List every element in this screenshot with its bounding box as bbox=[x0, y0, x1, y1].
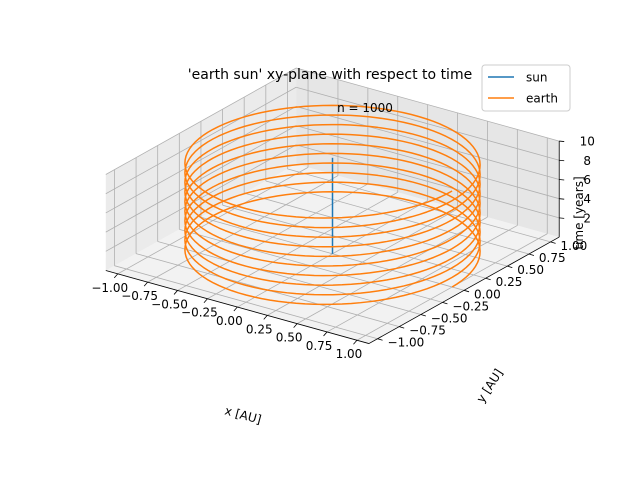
x-tick bbox=[143, 281, 148, 287]
x-tick bbox=[293, 323, 298, 328]
y-tick bbox=[550, 241, 556, 244]
z-tick-label: 2 bbox=[583, 211, 591, 225]
x-tick-label: −0.75 bbox=[121, 289, 158, 303]
x-tick bbox=[173, 290, 178, 295]
y-tick bbox=[377, 338, 383, 341]
plot-series bbox=[184, 104, 481, 306]
y-tick bbox=[528, 253, 535, 256]
y-tick bbox=[399, 326, 405, 329]
earth-orbit-line bbox=[184, 104, 481, 306]
z-tick bbox=[559, 159, 565, 162]
grid-line-y-floor bbox=[157, 241, 421, 315]
y-tick-label: −1.00 bbox=[388, 336, 425, 350]
x-tick-label: 0.75 bbox=[306, 339, 333, 353]
grid-line-z-back bbox=[295, 86, 560, 161]
legend-earth-label: earth bbox=[526, 92, 558, 106]
legend-sun-label: sun bbox=[526, 71, 547, 85]
annotation-n: n = 1000 bbox=[337, 101, 393, 115]
tick-labels: −1.00−0.75−0.50−0.250.000.250.500.751.00… bbox=[91, 135, 594, 362]
grid-line-z-back bbox=[295, 106, 560, 180]
grid-line-z-back bbox=[295, 67, 560, 142]
z-tick-label: 10 bbox=[580, 135, 595, 149]
x-tick bbox=[263, 315, 268, 320]
x-tick-label: −0.25 bbox=[181, 306, 218, 320]
y-tick bbox=[442, 302, 448, 305]
x-tick-label: 0.50 bbox=[276, 331, 303, 345]
z-tick bbox=[559, 140, 565, 142]
x-tick bbox=[203, 298, 208, 304]
grid-line-z-back bbox=[295, 144, 560, 219]
chart-title: 'earth sun' xy-plane with respect to tim… bbox=[188, 67, 472, 83]
x-axis-label: x [AU] bbox=[223, 404, 263, 427]
x-tick bbox=[113, 273, 119, 279]
y-tick bbox=[420, 314, 426, 317]
grid-line-y-floor bbox=[222, 204, 486, 279]
legend: sun earth bbox=[481, 64, 571, 112]
z-axis-label: time [years] bbox=[572, 176, 586, 249]
x-tick bbox=[323, 331, 328, 337]
z-tick-label: 6 bbox=[583, 173, 591, 187]
x-tick-label: 1.00 bbox=[336, 347, 363, 361]
z-tick bbox=[559, 217, 565, 219]
y-tick-label: 0.25 bbox=[496, 275, 523, 289]
y-tick-label: 1.00 bbox=[561, 239, 588, 253]
y-tick-label: −0.75 bbox=[409, 324, 446, 338]
grid-line-z-left bbox=[105, 125, 297, 233]
x-tick-label: −0.50 bbox=[151, 297, 188, 311]
y-axis-label: y [AU] bbox=[474, 366, 506, 405]
x-tick-label: −1.00 bbox=[91, 281, 128, 295]
y-tick-label: −0.25 bbox=[452, 299, 489, 313]
grid-line-y-floor bbox=[244, 192, 508, 267]
x-axis-line bbox=[105, 270, 370, 344]
z-tick-label: 4 bbox=[583, 192, 591, 206]
x-tick bbox=[233, 306, 238, 312]
y-tick-label: 0.75 bbox=[539, 251, 566, 265]
y-tick bbox=[463, 289, 470, 293]
z-tick bbox=[559, 179, 565, 181]
grid-line-y-floor bbox=[114, 265, 378, 340]
grid-line-z-back bbox=[295, 125, 560, 200]
y-tick-label: −0.50 bbox=[431, 312, 468, 326]
grid-lines bbox=[105, 67, 560, 341]
z-tick bbox=[559, 198, 565, 200]
x-tick-label: 0.25 bbox=[246, 322, 273, 336]
y-tick-label: 0.50 bbox=[517, 263, 544, 277]
grid-line-z-left bbox=[105, 86, 297, 195]
y-tick bbox=[507, 265, 513, 269]
x-tick bbox=[353, 339, 358, 345]
y-tick bbox=[485, 277, 491, 281]
z-tick-label: 8 bbox=[583, 154, 591, 168]
y-tick-label: 0.00 bbox=[474, 287, 501, 301]
grid-line-z-left bbox=[105, 106, 297, 214]
grid-line-z-left bbox=[105, 67, 297, 175]
x-tick-label: 0.00 bbox=[216, 314, 243, 328]
